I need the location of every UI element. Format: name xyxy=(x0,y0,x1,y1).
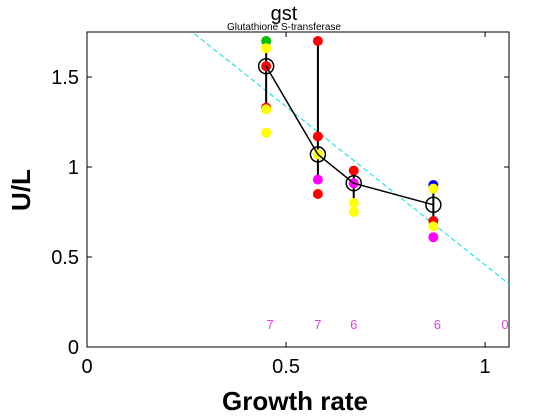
replicate-point xyxy=(348,198,359,208)
replicate-point xyxy=(348,165,359,176)
x-tick-label: 0 xyxy=(81,356,92,378)
x-axis-label: Growth rate xyxy=(222,386,368,416)
mean-line xyxy=(265,65,434,206)
mean-series xyxy=(257,57,442,214)
x-tick-label: 0.5 xyxy=(272,356,300,378)
replicate-point xyxy=(428,232,439,243)
count-label: 6 xyxy=(350,317,357,332)
fit-line-group xyxy=(194,33,510,285)
replicate-point xyxy=(261,36,272,46)
y-tick-label: 1.5 xyxy=(51,67,79,89)
axis-ticks: 0 0.5 1 0 0.5 1 1.5 xyxy=(51,32,509,378)
count-label: 6 xyxy=(434,317,441,332)
mean-point xyxy=(425,196,442,214)
y-tick-label: 0.5 xyxy=(51,247,79,269)
count-label: 7 xyxy=(314,317,321,332)
y-tick-label: 0 xyxy=(68,337,79,359)
plot-area xyxy=(86,31,510,348)
count-label: 7 xyxy=(267,317,274,332)
y-tick-label: 1 xyxy=(68,157,79,179)
replicate-point xyxy=(312,36,323,46)
replicate-point xyxy=(428,183,439,194)
replicate-point xyxy=(348,207,359,217)
replicate-point xyxy=(428,221,439,232)
count-labels: 7 7 6 6 0 xyxy=(267,317,509,332)
fit-line xyxy=(194,33,510,285)
replicate-point xyxy=(312,174,323,185)
mean-point xyxy=(345,174,362,192)
replicate-point xyxy=(312,189,323,199)
replicate-points xyxy=(261,36,439,243)
chart-title: gst xyxy=(271,3,298,25)
x-tick-label: 1 xyxy=(480,356,491,378)
count-label: 0 xyxy=(501,317,508,332)
y-axis-label: U/L xyxy=(6,169,36,211)
mean-point xyxy=(309,146,327,163)
replicate-point xyxy=(261,43,272,54)
mean-point xyxy=(257,57,275,75)
replicate-point xyxy=(261,127,272,138)
replicate-point xyxy=(261,104,272,115)
chart-subtitle: Glutathione S-transferase xyxy=(227,22,341,33)
replicate-point xyxy=(312,131,323,142)
